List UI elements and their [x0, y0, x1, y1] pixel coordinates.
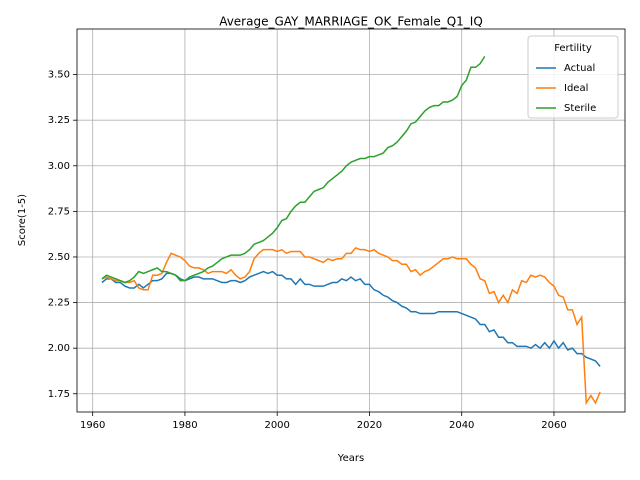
x-tick-label: 2020 — [357, 420, 382, 431]
series-line — [101, 270, 601, 367]
legend-title: Fertility — [554, 43, 592, 54]
y-tick-label: 2.25 — [48, 298, 70, 309]
x-tick-label: 2060 — [541, 420, 566, 431]
legend-label: Ideal — [564, 83, 588, 94]
chart-title: Average_GAY_MARRIAGE_OK_Female_Q1_IQ — [219, 15, 483, 29]
y-tick-label: 2.50 — [48, 252, 70, 263]
legend-label: Sterile — [564, 103, 596, 114]
y-axis-label: Score(1-5) — [17, 194, 28, 246]
x-tick-label: 2000 — [264, 420, 289, 431]
legend-label: Actual — [564, 63, 595, 74]
x-axis-label: Years — [337, 453, 364, 464]
y-tick-label: 3.50 — [48, 70, 70, 81]
plot-frame — [76, 28, 626, 413]
y-tick-label: 2.00 — [48, 343, 70, 354]
x-tick-label: 1980 — [172, 420, 197, 431]
y-tick-label: 1.75 — [48, 389, 70, 400]
y-tick-label: 3.00 — [48, 161, 70, 172]
series-line — [101, 246, 601, 406]
y-tick-label: 2.75 — [48, 206, 70, 217]
y-tick-label: 3.25 — [48, 115, 70, 126]
x-tick-label: 1960 — [80, 420, 105, 431]
x-tick-label: 2040 — [449, 420, 474, 431]
legend-box — [527, 35, 619, 119]
series-line — [101, 55, 486, 284]
